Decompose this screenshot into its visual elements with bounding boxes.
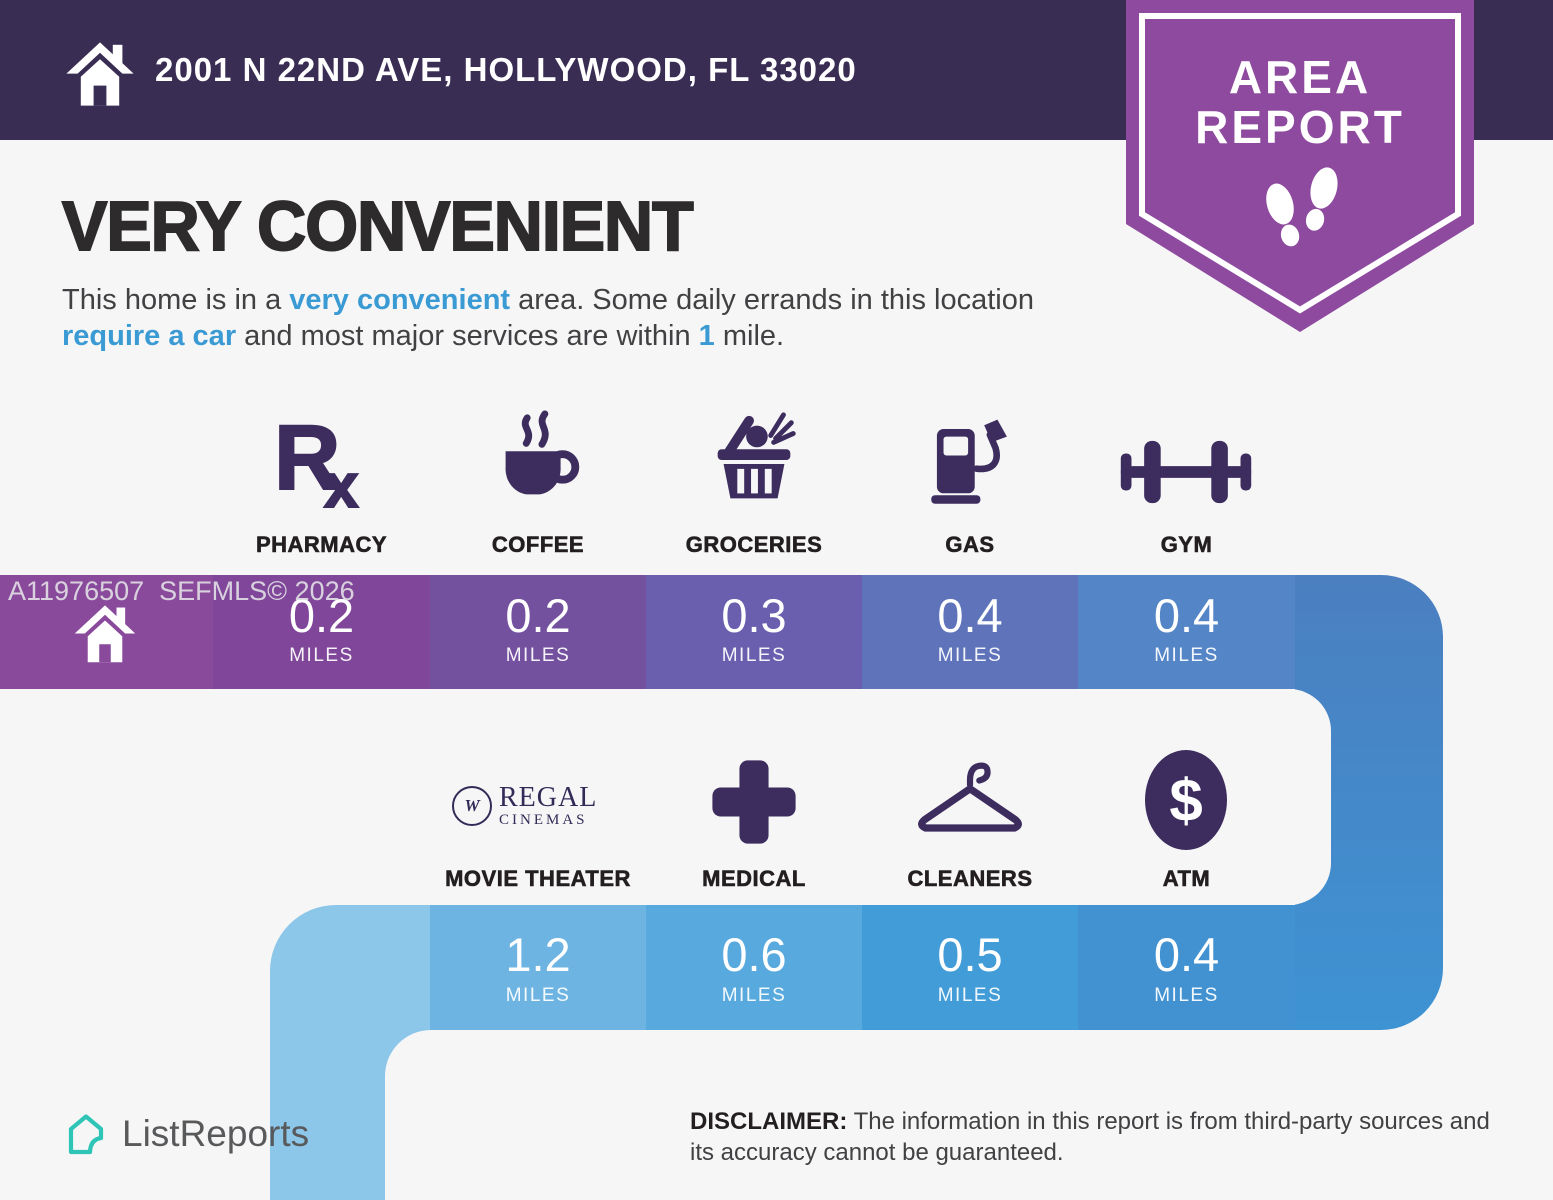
atm-icon: $ (1145, 750, 1227, 850)
medical-icon (712, 760, 796, 844)
regal-emblem: W (452, 786, 492, 826)
distance-value: 0.6 (721, 928, 787, 981)
footprints-icon (1266, 167, 1338, 247)
distance-unit: MILES (1154, 645, 1219, 666)
page-title: VERY CONVENIENT (61, 186, 695, 266)
header-home-icon (66, 42, 134, 106)
disclaimer-label: DISCLAIMER: (690, 1108, 848, 1135)
distance-cell-cleaners: 0.5 MILES (862, 905, 1078, 1030)
home-icon (74, 605, 136, 663)
distance-value: 0.4 (937, 589, 1003, 642)
distance-unit: MILES (721, 985, 787, 1006)
rx-r: R (273, 407, 341, 509)
desc-text: This home is in a (62, 284, 290, 316)
desc-highlight: very convenient (289, 284, 511, 316)
rx-x: x (323, 452, 360, 521)
category-label-medical: MEDICAL (702, 866, 806, 892)
category-label-gas: GAS (945, 532, 995, 558)
category-label-atm: ATM (1162, 866, 1211, 892)
listreports-wordmark: ListReports (122, 1113, 310, 1154)
category-label-movie-theater: MOVIE THEATER (445, 866, 631, 892)
badge-line2: REPORT (1195, 101, 1405, 153)
atm-dollar: $ (1169, 767, 1202, 834)
property-address: 2001 N 22ND AVE, HOLLYWOOD, FL 33020 (155, 51, 857, 88)
distance-cell-atm: 0.4 MILES (1078, 905, 1295, 1030)
regal-wordmark: REGAL CINEMAS (499, 784, 597, 828)
band-inner-gap-left (385, 1030, 455, 1200)
distance-value: 0.5 (937, 928, 1003, 981)
distance-cell-pharmacy: 0.2 MILES (213, 575, 430, 689)
disclaimer: DISCLAIMER: The information in this repo… (690, 1106, 1510, 1168)
distance-unit: MILES (1154, 985, 1219, 1006)
desc-text: and most major services are within (236, 320, 699, 352)
distance-value: 0.2 (288, 589, 355, 642)
pharmacy-icon: R x (268, 407, 378, 527)
distance-unit: MILES (937, 645, 1003, 666)
distance-value: 0.4 (1153, 928, 1220, 981)
groceries-icon (717, 412, 796, 499)
gym-icon (1120, 440, 1252, 504)
distance-value: 0.4 (1153, 589, 1220, 642)
distance-value: 0.3 (721, 589, 787, 642)
description: This home is in a very convenient area. … (62, 282, 1102, 354)
category-label-groceries: GROCERIES (685, 532, 823, 558)
desc-highlight: 1 (698, 320, 715, 352)
area-report-badge (1126, 0, 1474, 332)
listreports-logo: ListReports (62, 1110, 309, 1158)
distance-unit: MILES (721, 645, 787, 666)
listreports-house-icon (68, 1114, 104, 1155)
category-label-coffee: COFFEE (491, 532, 585, 558)
desc-text: area. Some daily errands in this locatio… (510, 284, 1034, 316)
category-label-pharmacy: PHARMACY (255, 532, 388, 558)
coffee-icon (505, 410, 580, 495)
distance-value: 0.2 (505, 589, 571, 642)
badge-line1: AREA (1228, 51, 1372, 103)
category-label-gym: GYM (1160, 532, 1213, 558)
regal-name: REGAL (499, 782, 598, 813)
distance-unit: MILES (289, 645, 354, 666)
regal-cinemas-logo: W REGAL CINEMAS (452, 776, 627, 836)
mls-watermark: A11976507 SEFMLS© 2026 (8, 576, 355, 606)
gas-icon (931, 419, 1007, 504)
distance-unit: MILES (505, 985, 571, 1006)
distance-cell-coffee: 0.2 MILES (430, 575, 646, 689)
distance-cell-groceries: 0.3 MILES (646, 575, 862, 689)
distance-unit: MILES (505, 645, 571, 666)
regal-mark: W (464, 796, 480, 815)
desc-highlight: require a car (62, 320, 237, 352)
distance-cell-gym: 0.4 MILES (1078, 575, 1295, 689)
disclaimer-text: The information in this report is from t… (690, 1108, 1490, 1166)
distance-unit: MILES (937, 985, 1003, 1006)
distance-cell-medical: 0.6 MILES (646, 905, 862, 1030)
regal-sub: CINEMAS (499, 812, 588, 828)
category-label-cleaners: CLEANERS (907, 866, 1033, 892)
desc-text: mile. (714, 320, 785, 352)
distance-value: 1.2 (505, 928, 571, 981)
distance-cell-gas: 0.4 MILES (862, 575, 1078, 689)
cleaners-hanger-icon (918, 762, 1022, 832)
distance-cell-movie-theater: 1.2 MILES (430, 905, 646, 1030)
